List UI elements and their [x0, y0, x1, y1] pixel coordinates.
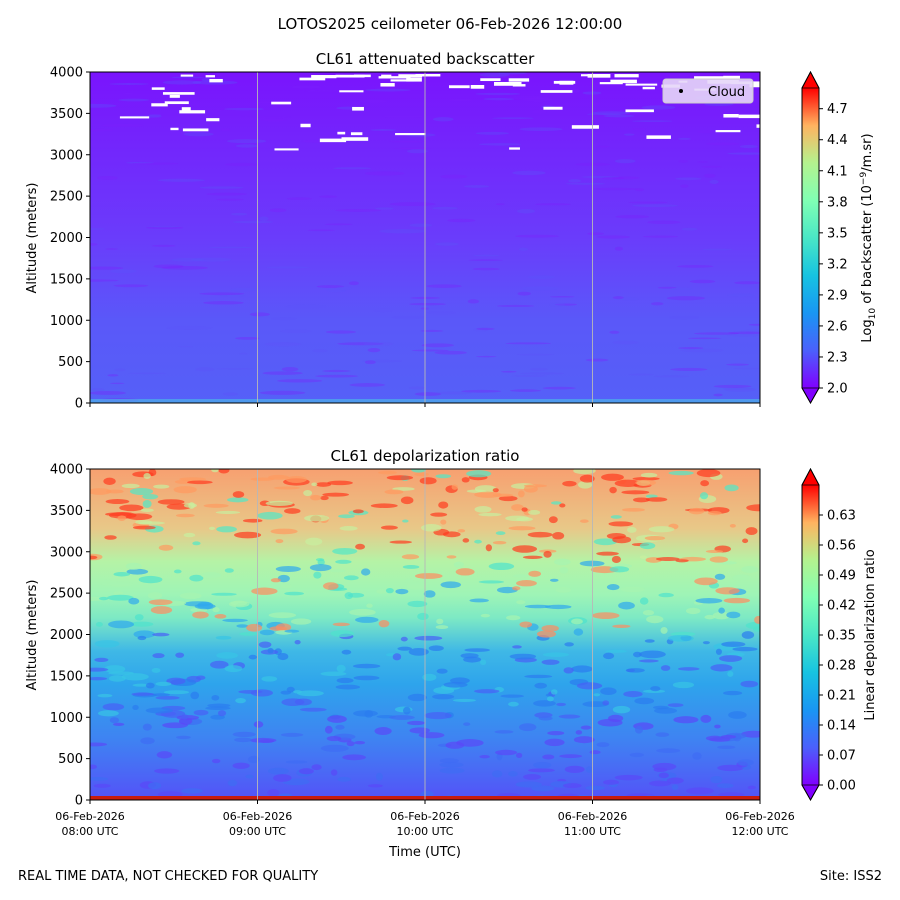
top-y-axis-label: Altitude (meters)	[25, 183, 40, 294]
footer-site: Site: ISS2	[819, 869, 882, 884]
x-tick-date: 06-Feb-2026	[223, 810, 292, 823]
y-tick-label: 3000	[50, 545, 83, 560]
top-panel-title: CL61 attenuated backscatter	[316, 50, 535, 68]
y-tick-label: 1500	[50, 272, 83, 287]
figure-title: LOTOS2025 ceilometer 06-Feb-2026 12:00:0…	[277, 15, 623, 33]
y-tick-label: 1000	[50, 711, 83, 726]
colorbar-tick-label: 4.4	[827, 133, 848, 148]
y-tick-label: 2500	[50, 587, 83, 602]
colorbar-tick-label: 3.2	[827, 257, 848, 272]
colorbar-tick-label: 0.49	[827, 569, 856, 584]
colorbar-tick-label: 0.14	[827, 719, 856, 734]
colorbar-tick-label: 2.9	[827, 288, 848, 303]
bottom-heatmap	[90, 469, 760, 800]
y-tick-label: 4000	[50, 66, 83, 81]
colorbar-tick-label: 2.3	[827, 350, 848, 365]
colorbar-tick-label: 0.21	[827, 689, 856, 704]
x-axis-label: Time (UTC)	[388, 845, 461, 860]
x-tick-time: 08:00 UTC	[61, 825, 118, 838]
y-tick-label: 3000	[50, 148, 83, 163]
colorbar-tick-label: 2.6	[827, 319, 848, 334]
y-tick-label: 1000	[50, 314, 83, 329]
x-tick-time: 10:00 UTC	[396, 825, 453, 838]
colorbar-tick-label: 0.07	[827, 749, 856, 764]
x-tick-time: 11:00 UTC	[564, 825, 621, 838]
colorbar-tick-label: 0.56	[827, 539, 856, 554]
colorbar-tick-label: 0.42	[827, 599, 856, 614]
legend-cloud-label: Cloud	[708, 85, 745, 100]
bottom-colorbar-label: Linear depolarization ratio	[863, 549, 878, 720]
y-tick-label: 2000	[50, 231, 83, 246]
y-tick-label: 500	[58, 752, 83, 767]
top-colorbar: 2.0 2.3 2.6 2.9 3.2 3.5 3.8 4.1 4.4 4.7 Log10 of …	[801, 70, 878, 405]
colorbar-tick-label: 0.00	[827, 779, 856, 794]
x-tick-date: 06-Feb-2026	[725, 810, 794, 823]
footer-quality-note: REAL TIME DATA, NOT CHECKED FOR QUALITY	[18, 869, 319, 884]
bottom-y-axis-label: Altitude (meters)	[25, 580, 40, 691]
bottom-panel-title: CL61 depolarization ratio	[331, 447, 520, 465]
colorbar-tick-label: 0.28	[827, 659, 856, 674]
colorbar-tick-label: 3.8	[827, 195, 848, 210]
legend: Cloud	[662, 78, 754, 104]
top-colorbar-label: Log10 of backscatter (10−9/m.sr)	[859, 133, 878, 342]
legend-cloud-marker	[679, 89, 683, 93]
colorbar-tick-label: 4.1	[827, 164, 848, 179]
x-tick-date: 06-Feb-2026	[55, 810, 124, 823]
y-tick-label: 2000	[50, 628, 83, 643]
y-tick-label: 2500	[50, 190, 83, 205]
y-tick-label: 500	[58, 355, 83, 370]
x-tick-time: 09:00 UTC	[229, 825, 286, 838]
y-tick-label: 0	[75, 397, 83, 412]
colorbar-tick-label: 0.63	[827, 509, 856, 524]
colorbar-tick-label: 2.0	[827, 382, 848, 397]
y-tick-label: 1500	[50, 669, 83, 684]
bottom-colorbar: 0.00 0.07 0.14 0.21 0.28 0.35 0.42 0.49 0.56 0.63…	[801, 467, 878, 802]
colorbar-tick-label: 4.7	[827, 102, 848, 117]
x-tick-date: 06-Feb-2026	[558, 810, 627, 823]
x-tick-time: 12:00 UTC	[731, 825, 788, 838]
y-tick-label: 3500	[50, 107, 83, 122]
colorbar-tick-label: 3.5	[827, 226, 848, 241]
y-tick-label: 0	[75, 794, 83, 809]
y-tick-label: 4000	[50, 463, 83, 478]
y-tick-label: 3500	[50, 504, 83, 519]
x-tick-date: 06-Feb-2026	[390, 810, 459, 823]
colorbar-tick-label: 0.35	[827, 629, 856, 644]
